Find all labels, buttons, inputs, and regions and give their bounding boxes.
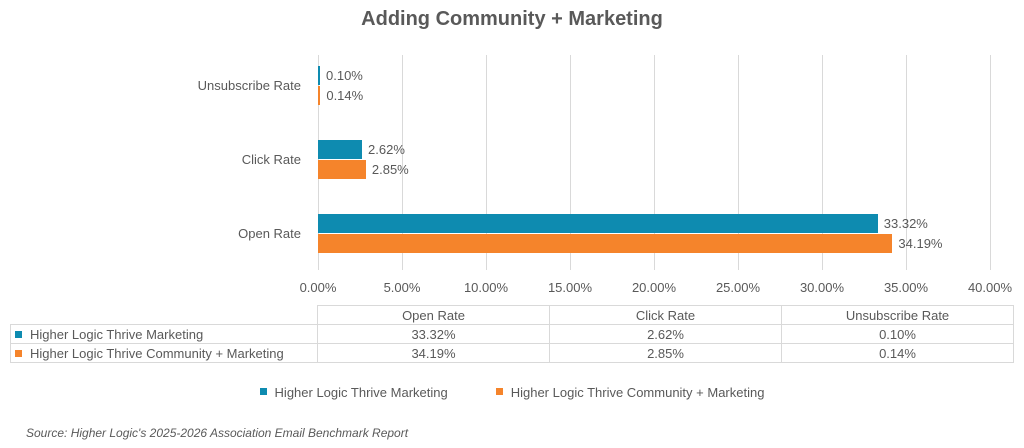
table-cell: 2.62% — [549, 324, 782, 344]
category-label: Click Rate — [241, 152, 301, 167]
gridline — [570, 55, 571, 270]
gridline — [990, 55, 991, 270]
series-swatch-icon — [15, 349, 22, 357]
x-tick-label: 5.00% — [383, 280, 421, 295]
data-table: Open Rate Click Rate Unsubscribe Rate Hi… — [10, 305, 1014, 363]
bar — [318, 214, 878, 233]
data-label: 0.14% — [326, 88, 364, 103]
bar — [318, 66, 320, 85]
chart-title: Adding Community + Marketing — [361, 8, 663, 30]
table-cell: 34.19% — [317, 343, 550, 363]
source-note: Source: Higher Logic's 2025-2026 Associa… — [26, 426, 409, 440]
table-row: Higher Logic Thrive Marketing 33.32% 2.6… — [10, 324, 1014, 344]
data-label: 2.85% — [371, 162, 409, 177]
gridline — [738, 55, 739, 270]
table-header: Open Rate — [317, 305, 550, 325]
table-row: Higher Logic Thrive Community + Marketin… — [10, 343, 1014, 363]
data-label: 34.19% — [898, 236, 943, 251]
table-header: Unsubscribe Rate — [781, 305, 1014, 325]
legend-item: Higher Logic Thrive Marketing — [259, 385, 448, 400]
table-cell: 0.10% — [781, 324, 1014, 344]
table-header: Click Rate — [549, 305, 782, 325]
x-tick-label: 10.00% — [463, 280, 509, 295]
legend-swatch-icon — [495, 388, 503, 395]
table-cell: 2.85% — [549, 343, 782, 363]
data-label: 33.32% — [883, 216, 928, 231]
x-tick-label: 35.00% — [883, 280, 929, 295]
gridline — [654, 55, 655, 270]
table-cell: 33.32% — [317, 324, 550, 344]
series-swatch-icon — [15, 330, 22, 338]
legend-item: Higher Logic Thrive Community + Marketin… — [495, 385, 764, 400]
category-label: Open Rate — [238, 226, 301, 241]
table-header-row: Open Rate Click Rate Unsubscribe Rate — [10, 305, 1014, 325]
legend-swatch-icon — [259, 388, 267, 395]
legend: Higher Logic Thrive Marketing Higher Log… — [0, 385, 1024, 400]
bar — [318, 140, 363, 159]
data-label: 0.10% — [326, 68, 363, 83]
gridline — [822, 55, 823, 270]
series-name: Higher Logic Thrive Marketing — [30, 326, 204, 342]
gridline — [906, 55, 907, 270]
bar — [318, 234, 893, 253]
gridline — [486, 55, 487, 270]
x-tick-label: 25.00% — [715, 280, 761, 295]
series-name: Higher Logic Thrive Community + Marketin… — [30, 345, 284, 361]
category-label: Unsubscribe Rate — [197, 78, 301, 93]
gridline — [402, 55, 403, 270]
x-tick-label: 0.00% — [299, 280, 337, 295]
x-tick-label: 20.00% — [631, 280, 677, 295]
x-tick-label: 40.00% — [967, 280, 1013, 295]
table-cell: 0.14% — [781, 343, 1014, 363]
data-label: 2.62% — [368, 142, 405, 157]
bar — [318, 86, 321, 105]
x-tick-label: 30.00% — [799, 280, 845, 295]
x-tick-label: 15.00% — [547, 280, 593, 295]
bar — [318, 160, 366, 179]
